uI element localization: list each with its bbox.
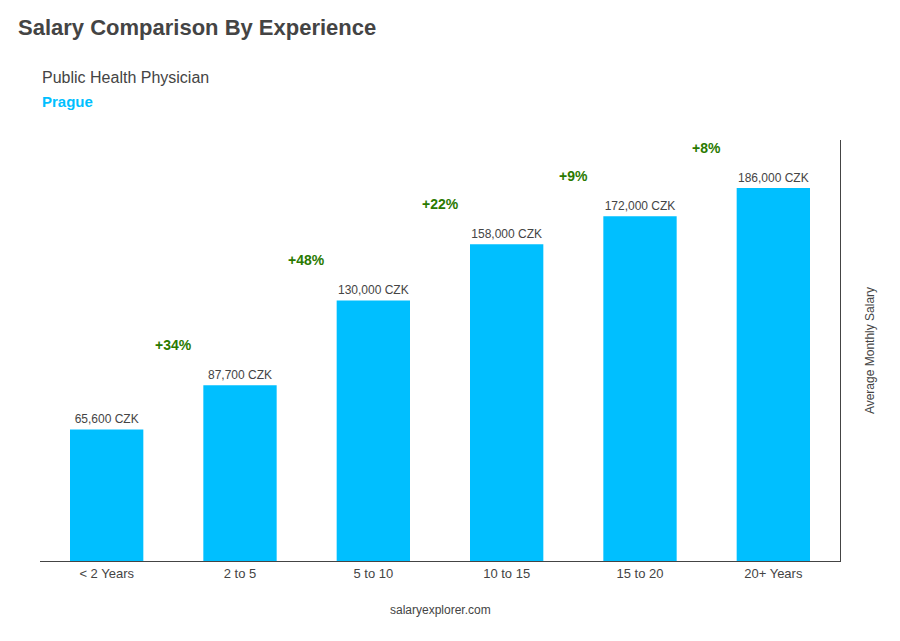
- svg-text:salaryexplorer.com: salaryexplorer.com: [390, 603, 491, 617]
- svg-text:Average Monthly Salary: Average Monthly Salary: [863, 287, 877, 414]
- svg-text:87,700 CZK: 87,700 CZK: [208, 368, 272, 382]
- svg-text:20+ Years: 20+ Years: [744, 566, 803, 581]
- svg-text:186,000 CZK: 186,000 CZK: [738, 171, 809, 185]
- svg-text:< 2 Years: < 2 Years: [79, 566, 134, 581]
- svg-text:+9%: +9%: [559, 168, 588, 184]
- svg-text:15 to 20: 15 to 20: [617, 566, 664, 581]
- svg-text:130,000 CZK: 130,000 CZK: [338, 283, 409, 297]
- svg-text:5 to 10: 5 to 10: [353, 566, 393, 581]
- svg-text:10 to 15: 10 to 15: [483, 566, 530, 581]
- svg-text:Public Health Physician: Public Health Physician: [42, 69, 209, 86]
- svg-text:+48%: +48%: [288, 252, 325, 268]
- svg-text:+8%: +8%: [692, 140, 721, 156]
- svg-text:172,000 CZK: 172,000 CZK: [605, 199, 676, 213]
- svg-text:Salary Comparison By Experienc: Salary Comparison By Experience: [18, 15, 376, 40]
- svg-text:2 to 5: 2 to 5: [224, 566, 257, 581]
- svg-text:+22%: +22%: [422, 196, 459, 212]
- svg-text:+34%: +34%: [155, 337, 192, 353]
- svg-text:Prague: Prague: [42, 93, 93, 110]
- svg-text:158,000 CZK: 158,000 CZK: [471, 227, 542, 241]
- svg-text:65,600 CZK: 65,600 CZK: [75, 412, 139, 426]
